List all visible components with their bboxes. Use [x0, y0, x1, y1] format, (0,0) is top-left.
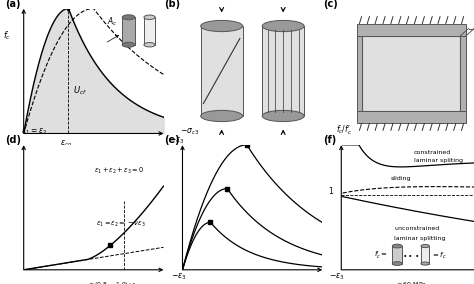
- Text: $\varepsilon_1=\varepsilon_2=-\nu\varepsilon_3$: $\varepsilon_1=\varepsilon_2=-\nu\vareps…: [96, 220, 146, 229]
- Ellipse shape: [421, 245, 429, 248]
- Text: $\approx 60$ MPa: $\approx 60$ MPa: [395, 280, 427, 284]
- Bar: [362, 36, 460, 111]
- Text: unconstrained: unconstrained: [394, 226, 440, 231]
- FancyBboxPatch shape: [392, 246, 402, 264]
- Ellipse shape: [392, 244, 402, 248]
- Bar: [356, 24, 466, 36]
- Text: (e): (e): [164, 135, 180, 145]
- Text: $-\varepsilon_3$: $-\varepsilon_3$: [169, 135, 185, 146]
- Text: laminar splitting: laminar splitting: [394, 236, 446, 241]
- Ellipse shape: [144, 15, 155, 19]
- Text: laminar spliting: laminar spliting: [414, 158, 463, 163]
- Text: $f_c/f_c^{\prime}$: $f_c/f_c^{\prime}$: [336, 124, 352, 137]
- FancyBboxPatch shape: [144, 17, 155, 45]
- FancyBboxPatch shape: [421, 246, 429, 264]
- Text: $U_{cf}$: $U_{cf}$: [73, 85, 87, 97]
- Ellipse shape: [262, 20, 304, 32]
- Text: 1: 1: [328, 187, 332, 196]
- Text: $-\sigma_{c3}$: $-\sigma_{c3}$: [18, 0, 37, 2]
- FancyBboxPatch shape: [262, 26, 304, 116]
- Ellipse shape: [201, 110, 243, 122]
- Bar: [460, 36, 466, 111]
- Text: $f_c^{\prime}=$: $f_c^{\prime}=$: [374, 250, 387, 262]
- Ellipse shape: [262, 110, 304, 122]
- Text: $\varepsilon_{co}$: $\varepsilon_{co}$: [60, 139, 72, 149]
- Text: $-\sigma_{c3}$: $-\sigma_{c3}$: [180, 127, 199, 137]
- Text: (b): (b): [164, 0, 181, 9]
- Ellipse shape: [144, 43, 155, 47]
- Text: (d): (d): [6, 135, 21, 145]
- Text: $A_c$: $A_c$: [107, 16, 117, 28]
- Bar: [356, 36, 362, 111]
- Text: $-\varepsilon_3$: $-\varepsilon_3$: [171, 272, 186, 282]
- Text: (f): (f): [323, 135, 337, 145]
- Text: sliding: sliding: [390, 176, 410, 181]
- Text: $\bullet\bullet\bullet$: $\bullet\bullet\bullet$: [402, 252, 420, 258]
- Ellipse shape: [122, 42, 135, 47]
- Text: $-\varepsilon_3$: $-\varepsilon_3$: [329, 272, 345, 282]
- Text: $\varepsilon_1+\varepsilon_2+\varepsilon_3=0$: $\varepsilon_1+\varepsilon_2+\varepsilon…: [93, 165, 144, 176]
- Ellipse shape: [201, 20, 243, 32]
- Text: $\varepsilon_1=\varepsilon_2$: $\varepsilon_1=\varepsilon_2$: [21, 127, 47, 137]
- Text: constrained: constrained: [414, 150, 451, 154]
- Text: $f_c$: $f_c$: [3, 30, 11, 42]
- Text: $=f_c$: $=f_c$: [431, 250, 447, 260]
- FancyBboxPatch shape: [201, 26, 243, 116]
- Ellipse shape: [392, 262, 402, 266]
- Text: (c): (c): [323, 0, 338, 9]
- Bar: [356, 111, 466, 124]
- Ellipse shape: [421, 262, 429, 265]
- Text: $\approx(0.8...1.0)\cdot\varepsilon_{co}$: $\approx(0.8...1.0)\cdot\varepsilon_{co}…: [87, 280, 142, 284]
- FancyBboxPatch shape: [122, 17, 135, 45]
- Text: (a): (a): [6, 0, 21, 9]
- Ellipse shape: [122, 15, 135, 20]
